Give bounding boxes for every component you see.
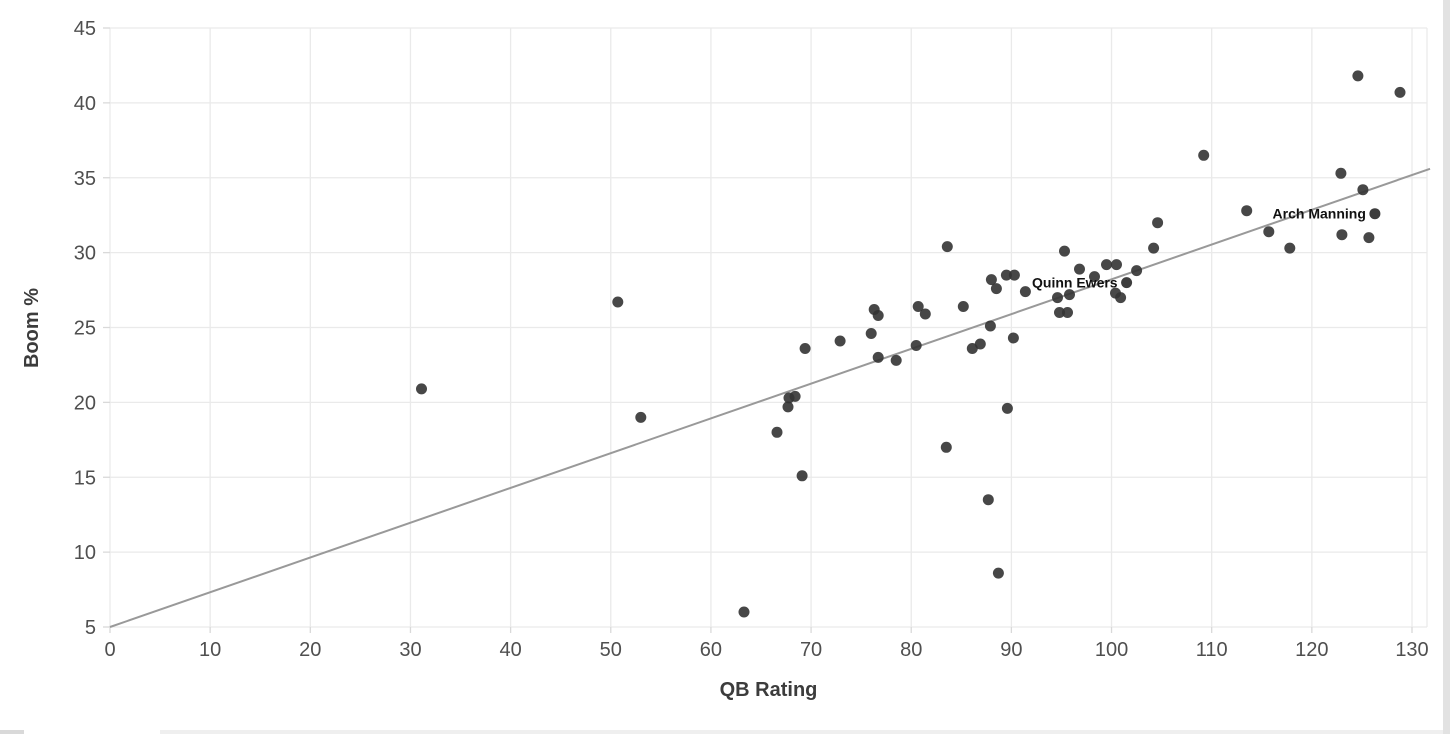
data-point[interactable] (890, 354, 902, 366)
data-point[interactable] (990, 283, 1002, 295)
data-point[interactable] (1111, 259, 1122, 271)
data-point[interactable] (1131, 265, 1143, 277)
data-point[interactable] (1059, 245, 1070, 257)
data-point[interactable] (782, 401, 794, 413)
data-point[interactable] (612, 296, 624, 308)
data-point[interactable] (1115, 292, 1127, 304)
data-point[interactable] (1152, 217, 1164, 229)
labeled-data-point[interactable] (1369, 208, 1381, 220)
labeled-data-point[interactable] (1121, 277, 1133, 289)
data-point[interactable] (1284, 242, 1296, 254)
data-point[interactable] (1336, 229, 1348, 241)
tick-labels: 0 10 20 30 40 50 60 70 80 90 100 110 120 130 5 10 15 20 25… (74, 18, 1429, 661)
y-tick-label: 30 (74, 243, 96, 265)
gridlines (109, 27, 1428, 628)
data-point[interactable] (1074, 263, 1085, 275)
x-tick-label: 10 (199, 639, 221, 661)
data-point[interactable] (941, 241, 953, 253)
point-label: Quinn Ewers (1032, 275, 1118, 291)
y-tick-label: 40 (74, 93, 96, 115)
x-tick-label: 110 (1196, 639, 1228, 661)
y-tick-label: 15 (74, 467, 96, 489)
data-point[interactable] (872, 351, 884, 363)
data-point[interactable] (1241, 205, 1253, 217)
data-point[interactable] (984, 320, 996, 332)
data-point[interactable] (1054, 307, 1065, 318)
data-point[interactable] (1007, 332, 1019, 344)
horizontal-scrollbar-track[interactable] (160, 730, 1450, 734)
data-point[interactable] (1000, 269, 1012, 281)
data-point[interactable] (872, 310, 884, 321)
data-point[interactable] (919, 308, 931, 320)
x-tick-label: 50 (600, 639, 622, 661)
x-tick-label: 20 (299, 639, 321, 661)
y-tick-label: 10 (74, 542, 96, 564)
y-tick-label: 20 (74, 392, 96, 414)
point-label: Arch Manning (1273, 206, 1366, 222)
data-point[interactable] (1101, 259, 1112, 271)
data-point[interactable] (799, 343, 811, 354)
x-tick-label: 130 (1395, 639, 1428, 661)
y-tick-label: 45 (74, 18, 96, 40)
data-point[interactable] (635, 411, 647, 423)
data-point[interactable] (1001, 402, 1013, 414)
data-point[interactable] (865, 328, 877, 339)
x-tick-label: 60 (700, 639, 722, 661)
y-tick-label: 5 (85, 617, 96, 639)
data-point[interactable] (940, 441, 952, 453)
data-point[interactable] (1335, 167, 1347, 179)
data-point[interactable] (957, 301, 969, 312)
data-point[interactable] (982, 494, 994, 506)
data-point[interactable] (1089, 271, 1100, 283)
data-point[interactable] (1263, 226, 1275, 238)
y-axis-title: Boom % (21, 288, 43, 368)
data-point[interactable] (1352, 70, 1364, 82)
data-point[interactable] (966, 343, 978, 354)
data-point[interactable] (974, 338, 986, 350)
data-point[interactable] (910, 340, 922, 351)
trend-line (109, 167, 1431, 628)
data-point[interactable] (738, 606, 750, 618)
x-tick-label: 30 (399, 639, 421, 661)
x-tick-label: 80 (900, 639, 922, 661)
data-point[interactable] (1148, 242, 1160, 254)
horizontal-scrollbar-thumb[interactable] (0, 730, 24, 734)
data-point[interactable] (1052, 292, 1063, 304)
data-point[interactable] (1363, 232, 1375, 244)
x-tick-label: 120 (1295, 639, 1328, 661)
x-tick-label: 100 (1095, 639, 1128, 661)
data-point[interactable] (992, 567, 1004, 579)
y-tick-label: 25 (74, 318, 96, 340)
data-point[interactable] (912, 301, 924, 312)
x-axis-title: QB Rating (720, 679, 818, 701)
data-point[interactable] (796, 470, 808, 482)
data-point[interactable] (789, 390, 801, 402)
data-point[interactable] (1198, 149, 1210, 161)
data-point[interactable] (1008, 269, 1020, 281)
data-point[interactable] (985, 274, 997, 286)
data-point[interactable] (834, 335, 846, 347)
x-tick-label: 70 (800, 639, 822, 661)
x-tick-label: 90 (1000, 639, 1022, 661)
data-point[interactable] (1064, 289, 1075, 301)
data-point[interactable] (1394, 86, 1406, 98)
data-point[interactable] (771, 426, 783, 438)
data-point[interactable] (1062, 307, 1073, 318)
x-tick-label: 0 (104, 639, 115, 661)
vertical-scrollbar[interactable] (1443, 0, 1450, 734)
x-tick-label: 40 (499, 639, 521, 661)
data-points (416, 70, 1406, 618)
data-point[interactable] (416, 383, 427, 395)
data-point[interactable] (1357, 184, 1369, 196)
y-tick-label: 35 (74, 168, 96, 190)
data-point[interactable] (1019, 286, 1031, 298)
axis-ticks (103, 27, 1413, 633)
